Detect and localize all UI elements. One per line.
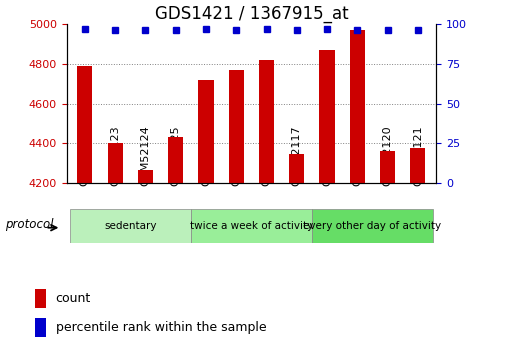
Bar: [380, 151, 395, 183]
Text: twice a week of activity: twice a week of activity: [190, 221, 313, 231]
Bar: [191, 209, 312, 243]
Bar: [312, 209, 433, 243]
Text: sedentary: sedentary: [104, 221, 156, 231]
Bar: [77, 66, 92, 183]
Text: protocol: protocol: [5, 218, 54, 231]
Bar: [35, 289, 46, 307]
Bar: [138, 170, 153, 183]
Text: percentile rank within the sample: percentile rank within the sample: [55, 321, 266, 334]
Bar: [350, 30, 365, 183]
Text: every other day of activity: every other day of activity: [303, 221, 442, 231]
Bar: [410, 148, 425, 183]
Bar: [289, 154, 304, 183]
Bar: [70, 209, 191, 243]
Bar: [320, 50, 334, 183]
Bar: [229, 70, 244, 183]
Title: GDS1421 / 1367915_at: GDS1421 / 1367915_at: [154, 5, 348, 23]
Bar: [259, 60, 274, 183]
Bar: [35, 318, 46, 337]
Bar: [199, 80, 213, 183]
Bar: [168, 137, 183, 183]
Text: count: count: [55, 292, 91, 305]
Bar: [108, 143, 123, 183]
